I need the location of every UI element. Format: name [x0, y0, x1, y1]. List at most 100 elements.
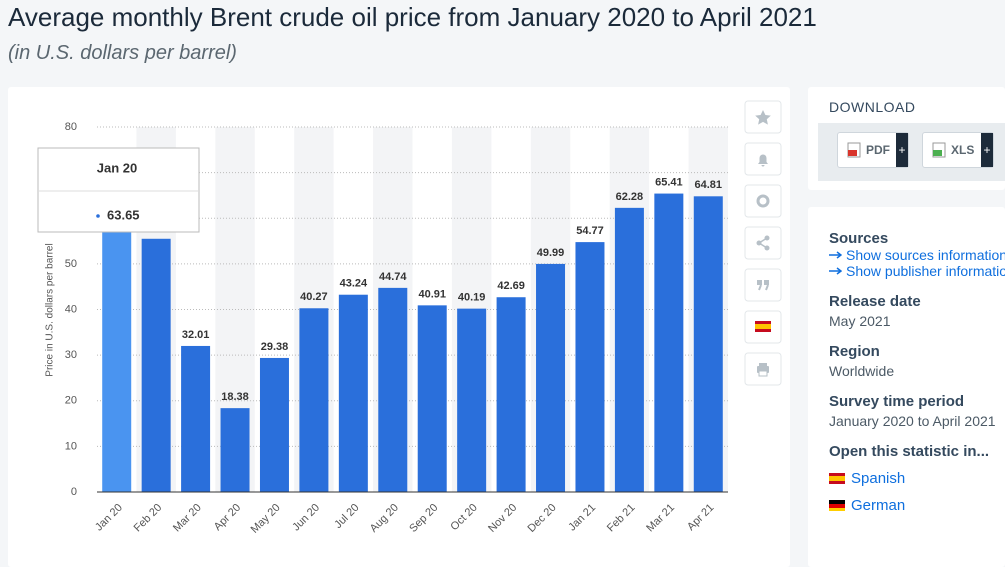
survey-period: Survey time period January 2020 to April…	[829, 393, 1005, 429]
value-label: 44.74	[379, 271, 407, 283]
value-label: 62.28	[616, 191, 644, 203]
open-in-title: Open this statistic in...	[829, 443, 990, 460]
x-tick-label: Apr 21	[685, 502, 716, 533]
chart-title: Average monthly Brent crude oil price fr…	[8, 2, 817, 32]
x-tick-label: Feb 20	[132, 502, 165, 535]
x-tick-label: Dec 20	[526, 502, 559, 535]
arrow-icon	[829, 251, 842, 259]
plot: 0102030405060708063.65Jan 2055.5Feb 2032…	[65, 121, 728, 536]
region-value: Worldwide	[829, 363, 895, 379]
bar	[259, 357, 289, 492]
print-button[interactable]	[744, 352, 782, 386]
bar	[575, 242, 605, 492]
y-tick-label: 30	[65, 349, 77, 361]
tool-buttons	[744, 100, 782, 386]
x-tick-label: Jan 21	[566, 502, 598, 534]
plus: +	[981, 133, 993, 167]
value-label: 65.41	[655, 176, 683, 188]
y-axis-title: Price in U.S. dollars per barrel	[45, 243, 56, 376]
share-button[interactable]	[744, 226, 782, 260]
chart-subtitle: (in U.S. dollars per barrel)	[8, 42, 237, 64]
download-card: DOWNLOAD PDF + XLS +	[808, 87, 1005, 190]
tooltip: Jan 20 63.65	[37, 147, 200, 233]
value-label: 29.38	[261, 341, 289, 353]
survey-title: Survey time period	[829, 393, 965, 410]
cite-button[interactable]	[744, 268, 782, 302]
sources-link[interactable]: Show sources information	[829, 247, 1005, 263]
xls-label: XLS	[951, 143, 975, 157]
value-label: 40.91	[418, 288, 446, 300]
survey-value: January 2020 to April 2021	[829, 413, 996, 429]
x-tick-label: Sep 20	[407, 502, 440, 535]
y-tick-label: 50	[65, 258, 77, 270]
alert-button[interactable]	[744, 142, 782, 176]
language: German	[851, 497, 906, 514]
y-tick-label: 10	[65, 440, 77, 452]
sources: Sources Show sources information Show pu…	[829, 230, 1005, 279]
value-label: 54.77	[576, 225, 604, 237]
x-tick-label: Nov 20	[486, 502, 519, 535]
value-label: 40.27	[300, 291, 328, 303]
flag-de	[829, 500, 845, 511]
tooltip-value: 63.65	[107, 207, 140, 222]
spanish-link[interactable]: Spanish	[829, 470, 1005, 487]
x-tick-label: Jul 20	[332, 502, 361, 531]
y-tick-label: 40	[65, 303, 77, 315]
chart: 0102030405060708063.65Jan 2055.5Feb 2032…	[37, 100, 782, 536]
value-label: 43.24	[340, 278, 368, 290]
tooltip-box	[37, 147, 200, 233]
x-tick-label: May 20	[249, 502, 283, 536]
release-date: Release date May 2021	[829, 293, 1005, 329]
open-in: Open this statistic in... Spanish German	[829, 443, 1005, 514]
bar	[417, 305, 447, 492]
arrow-icon	[829, 267, 842, 275]
x-tick-label: Jan 20	[93, 502, 125, 534]
tooltip-category: Jan 20	[97, 160, 137, 175]
region: Region Worldwide	[829, 343, 1005, 379]
region-title: Region	[829, 343, 880, 360]
bar	[181, 345, 211, 492]
sources-title: Sources	[829, 230, 889, 247]
bar	[102, 201, 132, 493]
y-tick-label: 80	[65, 121, 77, 133]
favorite-button[interactable]	[744, 100, 782, 134]
x-tick-label: Aug 20	[368, 502, 401, 535]
bar	[693, 196, 723, 492]
bar	[338, 294, 368, 492]
bar	[378, 287, 408, 492]
details-card: Sources Show sources information Show pu…	[808, 207, 1005, 567]
download-title: DOWNLOAD	[829, 99, 916, 115]
y-tick-label: 20	[65, 395, 77, 407]
value-label: 32.01	[182, 329, 210, 341]
x-tick-label: Feb 21	[605, 502, 638, 535]
language-button[interactable]	[744, 310, 782, 344]
bar	[299, 308, 329, 492]
details: Sources Show sources information Show pu…	[829, 230, 1005, 528]
german-link[interactable]: German	[829, 497, 1005, 514]
pdf-icon	[847, 142, 861, 158]
flag-es	[829, 473, 845, 484]
value-label: 64.81	[695, 179, 723, 191]
settings-button[interactable]	[744, 184, 782, 218]
pdf-label: PDF	[866, 143, 890, 157]
value-label: 42.69	[497, 280, 525, 292]
value-label: 49.99	[537, 247, 565, 259]
x-tick-label: Mar 21	[644, 502, 677, 535]
plus: +	[896, 133, 908, 167]
release-title: Release date	[829, 293, 921, 310]
xls-button[interactable]: XLS +	[922, 132, 994, 168]
x-tick-label: Oct 20	[448, 502, 479, 533]
link-text: Show sources information	[846, 247, 1005, 263]
bar	[496, 297, 526, 492]
xls-icon	[932, 142, 946, 158]
value-label: 40.19	[458, 292, 486, 304]
x-tick-label: Jun 20	[290, 502, 322, 534]
x-tick-label: Mar 20	[171, 502, 204, 535]
pdf-button[interactable]: PDF +	[837, 132, 909, 168]
tooltip-dot	[96, 214, 100, 218]
bar	[220, 408, 250, 492]
publisher-link[interactable]: Show publisher information	[829, 263, 1005, 279]
link-text: Show publisher information	[846, 263, 1005, 279]
bar	[141, 238, 171, 492]
x-tick-label: Apr 20	[212, 502, 243, 533]
